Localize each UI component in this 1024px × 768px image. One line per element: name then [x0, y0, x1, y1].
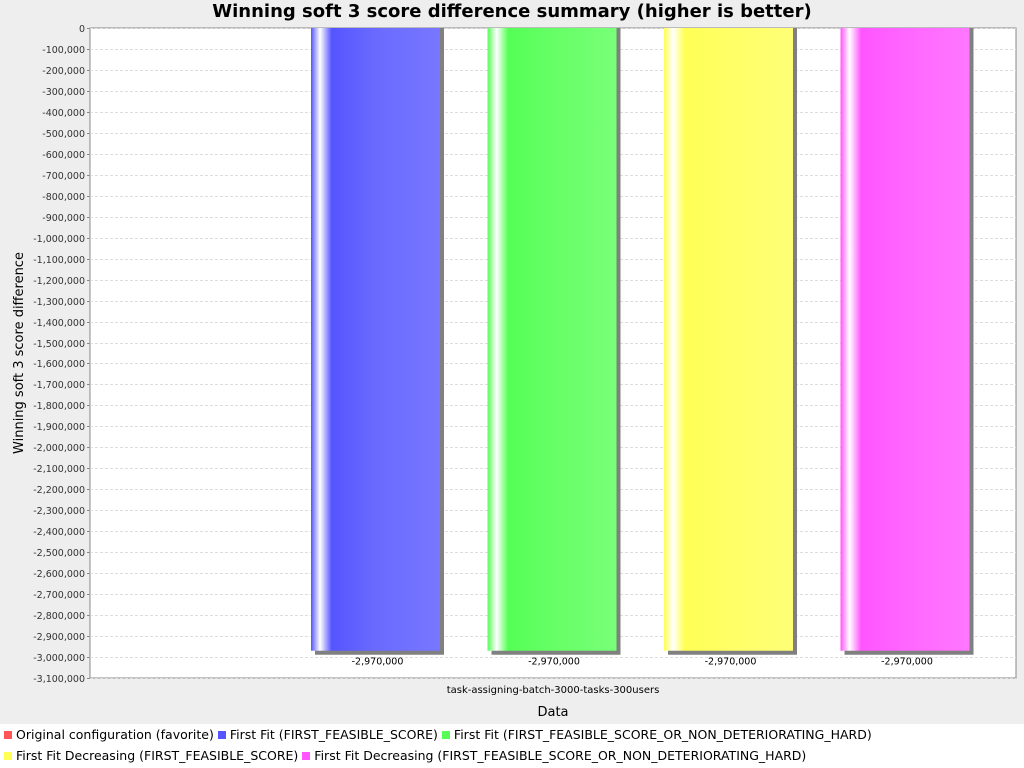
legend-swatch [217, 731, 226, 739]
x-axis-label: Data [537, 705, 568, 720]
legend: Original configuration (favorite) First F… [0, 724, 1024, 768]
legend-row: First Fit Decreasing (FIRST_FEASIBLE_SCO… [0, 745, 1024, 766]
y-tick-label: -3,100,000 [33, 674, 85, 685]
y-tick-label: -700,000 [42, 171, 85, 182]
legend-swatch [441, 731, 450, 739]
y-tick-label: 0 [79, 24, 85, 35]
y-tick-label: -800,000 [42, 192, 85, 203]
bar-series [311, 28, 974, 655]
y-tick-label: -2,300,000 [33, 506, 85, 517]
bar [311, 28, 440, 651]
legend-item: First Fit (FIRST_FEASIBLE_SCORE) [217, 724, 438, 745]
bar-value-label: -2,970,000 [705, 657, 757, 668]
bar-value-label: -2,970,000 [528, 657, 580, 668]
y-tick-label: -2,000,000 [33, 443, 85, 454]
legend-item: First Fit (FIRST_FEASIBLE_SCORE_OR_NON_D… [441, 724, 872, 745]
y-tick-label: -1,700,000 [33, 380, 85, 391]
legend-swatch [302, 752, 311, 760]
legend-label: First Fit (FIRST_FEASIBLE_SCORE_OR_NON_D… [453, 727, 872, 742]
bar [664, 28, 793, 651]
legend-label: First Fit Decreasing (FIRST_FEASIBLE_SCO… [314, 748, 807, 763]
y-tick-label: -2,600,000 [33, 569, 85, 580]
y-tick-label: -600,000 [42, 150, 85, 161]
y-tick-label: -1,100,000 [33, 255, 85, 266]
y-axis: 0 -100,000 -200,000 -300,000 -400,000 -500,00… [33, 24, 90, 685]
y-tick-label: -500,000 [42, 129, 85, 140]
y-tick-label: -200,000 [42, 66, 85, 77]
chart-canvas: 0 -100,000 -200,000 -300,000 -400,000 -500,00… [12, 24, 1017, 720]
y-tick-label: -900,000 [42, 213, 85, 224]
y-tick-label: -1,400,000 [33, 318, 85, 329]
legend-row: Original configuration (favorite) First F… [0, 724, 1024, 745]
legend-label: Original configuration (favorite) [16, 727, 214, 742]
legend-swatch [4, 731, 12, 739]
y-tick-label: -3,000,000 [33, 653, 85, 664]
y-tick-label: -400,000 [42, 108, 85, 119]
legend-item: First Fit Decreasing (FIRST_FEASIBLE_SCO… [4, 745, 298, 766]
y-tick-label: -1,300,000 [33, 297, 85, 308]
x-tick-label: task-assigning-batch-3000-tasks-300users [447, 685, 660, 696]
legend-swatch [4, 752, 12, 760]
legend-label: First Fit Decreasing (FIRST_FEASIBLE_SCO… [16, 748, 299, 763]
y-tick-label: -1,000,000 [33, 234, 85, 245]
y-tick-label: -1,600,000 [33, 359, 85, 370]
data-labels: -2,970,000 -2,970,000 -2,970,000 -2,970,000 [352, 657, 933, 668]
y-tick-label: -2,200,000 [33, 485, 85, 496]
y-tick-label: -100,000 [42, 45, 85, 56]
y-tick-label: -2,500,000 [33, 548, 85, 559]
y-tick-label: -1,800,000 [33, 401, 85, 412]
legend-label: First Fit (FIRST_FEASIBLE_SCORE) [229, 727, 438, 742]
legend-item: Original configuration (favorite) [4, 724, 214, 745]
y-tick-label: -300,000 [42, 87, 85, 98]
y-axis-label: Winning soft 3 score difference [12, 252, 27, 454]
bar [487, 28, 617, 651]
bar-value-label: -2,970,000 [352, 657, 404, 668]
y-tick-label: -2,900,000 [33, 632, 85, 643]
y-tick-label: -1,500,000 [33, 339, 85, 350]
legend-item: First Fit Decreasing (FIRST_FEASIBLE_SCO… [302, 745, 806, 766]
chart-title: Winning soft 3 score difference summary … [212, 1, 812, 22]
y-tick-label: -2,800,000 [33, 611, 85, 622]
y-tick-label: -2,700,000 [33, 590, 85, 601]
y-tick-label: -1,900,000 [33, 422, 85, 433]
bar-value-label: -2,970,000 [881, 657, 933, 668]
bar [840, 28, 970, 651]
y-tick-label: -1,200,000 [33, 276, 85, 287]
y-tick-label: -2,100,000 [33, 464, 85, 475]
y-tick-label: -2,400,000 [33, 527, 85, 538]
